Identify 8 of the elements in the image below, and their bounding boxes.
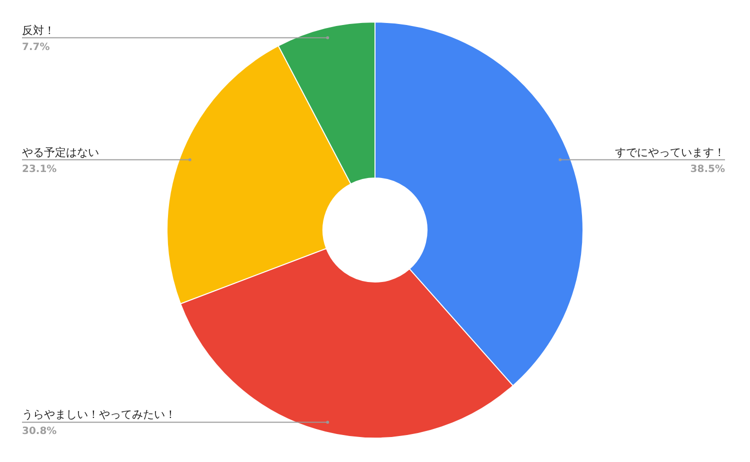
slice-label: やる予定はない: [22, 146, 99, 159]
data-label: 7.7%: [22, 42, 50, 53]
data-label: 38.5%: [690, 164, 725, 175]
data-label: 23.1%: [22, 164, 57, 175]
slice-label: うらやましい！やってみたい！: [22, 408, 176, 422]
slice-label: すでにやっています！: [615, 146, 725, 159]
data-label: 30.8%: [22, 426, 57, 438]
slice-label: 反対！: [22, 24, 55, 37]
